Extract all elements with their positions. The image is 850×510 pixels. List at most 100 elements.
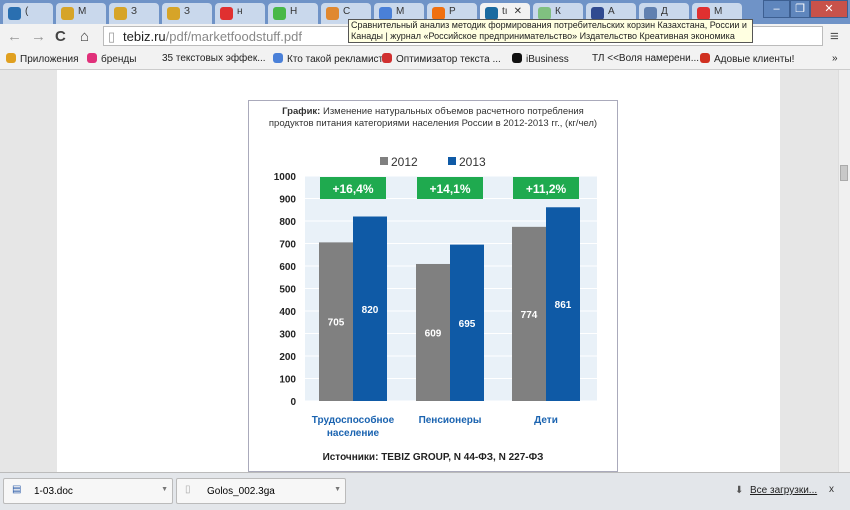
x-tick-label: Трудоспособное [312,414,395,426]
legend-swatch [380,157,388,165]
tab-label: ( [25,6,29,17]
bookmark-item[interactable]: Оптимизатор текста ... [382,53,501,66]
address-host: tebiz.ru [123,29,166,44]
y-tick-label: 100 [279,375,296,386]
tab-label: Р [449,6,456,17]
bookmark-icon [700,53,710,63]
forward-button[interactable]: → [31,28,46,45]
favicon-icon [644,7,657,20]
data-label: 861 [555,300,572,311]
close-window-button[interactable]: ✕ [810,0,848,18]
y-tick-label: 900 [279,195,296,206]
favicon-icon [8,7,21,20]
tab-label: tı [502,6,508,17]
home-button[interactable]: ⌂ [80,28,90,45]
browser-tab[interactable]: ( [3,3,53,24]
bookmark-label: 35 текстовых эффек... [162,53,266,64]
bookmark-item[interactable]: ТЛ <<Воля намерени... [592,53,699,65]
bar-2013 [546,207,580,401]
favicon-icon [538,7,551,20]
chevron-down-icon[interactable]: ▼ [334,486,341,493]
y-tick-label: 300 [279,330,296,341]
favicon-icon [114,7,127,20]
bookmark-label: iBusiness [526,54,569,65]
download-item[interactable]: ▯ Golos_002.3ga ▼ [176,478,346,504]
more-bookmarks-button[interactable]: » [832,53,838,64]
bar-2013 [353,216,387,401]
change-badge [417,177,483,199]
download-item[interactable]: ▤ 1-03.doc ▼ [3,478,173,504]
download-filename: Golos_002.3ga [207,486,275,497]
bookmark-label: ТЛ <<Воля намерени... [592,53,700,64]
restore-button[interactable]: ❐ [790,0,810,18]
x-tick-label: Дети [534,415,558,426]
close-downloads-button[interactable]: x [829,484,834,495]
bookmark-item[interactable]: бренды [87,53,136,66]
browser-tab[interactable]: С [321,3,371,24]
change-label: +14,1% [429,182,470,196]
tab-label: М [714,6,723,17]
bookmark-item[interactable]: Адовые клиенты! [700,53,794,66]
close-tab-icon[interactable]: ✕ [513,6,522,17]
legend-swatch [448,157,456,165]
favicon-icon [432,7,445,20]
back-button[interactable]: ← [7,28,22,45]
data-label: 695 [459,319,476,330]
y-tick-label: 500 [279,285,296,296]
browser-tab[interactable]: М [692,3,742,24]
chevron-down-icon[interactable]: ▼ [161,486,168,493]
browser-tab[interactable]: К [533,3,583,24]
bookmark-item[interactable]: 35 текстовых эффек... [162,53,266,65]
legend-label: 2012 [391,155,418,169]
tab-label: З [184,6,191,17]
bookmark-icon [382,53,392,63]
bar-2012 [416,263,450,401]
minimize-button[interactable]: – [763,0,790,18]
browser-tab[interactable]: М [374,3,424,24]
download-filename: 1-03.doc [34,486,73,497]
tab-label: З [131,6,138,17]
browser-tab[interactable]: Н [268,3,318,24]
favicon-icon [220,7,233,20]
x-tick-label: население [327,428,380,439]
tab-label: н [237,6,243,17]
bookmark-label: Приложения [20,54,79,65]
bookmark-label: Оптимизатор текста ... [396,54,501,65]
all-downloads-link[interactable]: Все загрузки... [750,485,818,496]
favicon-icon [485,7,498,20]
bookmark-label: Адовые клиенты! [714,54,795,65]
browser-tab[interactable]: tı ✕ [480,3,530,24]
data-label: 774 [521,310,538,321]
browser-tab[interactable]: Д [639,3,689,24]
browser-tab[interactable]: М [56,3,106,24]
download-arrow-icon: ⬇ [735,485,744,496]
browser-tab[interactable]: Р [427,3,477,24]
menu-icon[interactable]: ≡ [830,28,839,45]
scrollbar-thumb[interactable] [840,165,848,181]
tab-tooltip: Сравнительный анализ методик формировани… [348,19,753,43]
bookmark-item[interactable]: iBusiness [512,53,569,66]
tab-label: М [78,6,87,17]
browser-tab[interactable]: З [109,3,159,24]
bookmark-label: бренды [101,54,137,65]
favicon-icon [326,7,339,20]
bookmark-label: Кто такой рекламист [287,54,384,65]
y-tick-label: 1000 [274,172,297,183]
doc-file-icon: ▤ [12,484,22,495]
chart-source: Источники: TEBIZ GROUP, N 44-ФЗ, N 227-Ф… [322,452,544,463]
y-tick-label: 800 [279,217,296,228]
reload-button[interactable]: C [55,28,66,45]
chart-title-text: Изменение натуральных объемов расчетного… [268,106,598,129]
bookmark-item[interactable]: Кто такой рекламист [273,53,383,66]
browser-tab[interactable]: н [215,3,265,24]
x-tick-label: Пенсионеры [419,415,482,426]
tab-label: М [396,6,405,17]
browser-tab[interactable]: А [586,3,636,24]
bookmark-item[interactable]: Приложения [6,53,79,66]
y-tick-label: 400 [279,307,296,318]
browser-tab[interactable]: З [162,3,212,24]
bookmark-icon [512,53,522,63]
favicon-icon [591,7,604,20]
tab-label: А [608,6,615,17]
